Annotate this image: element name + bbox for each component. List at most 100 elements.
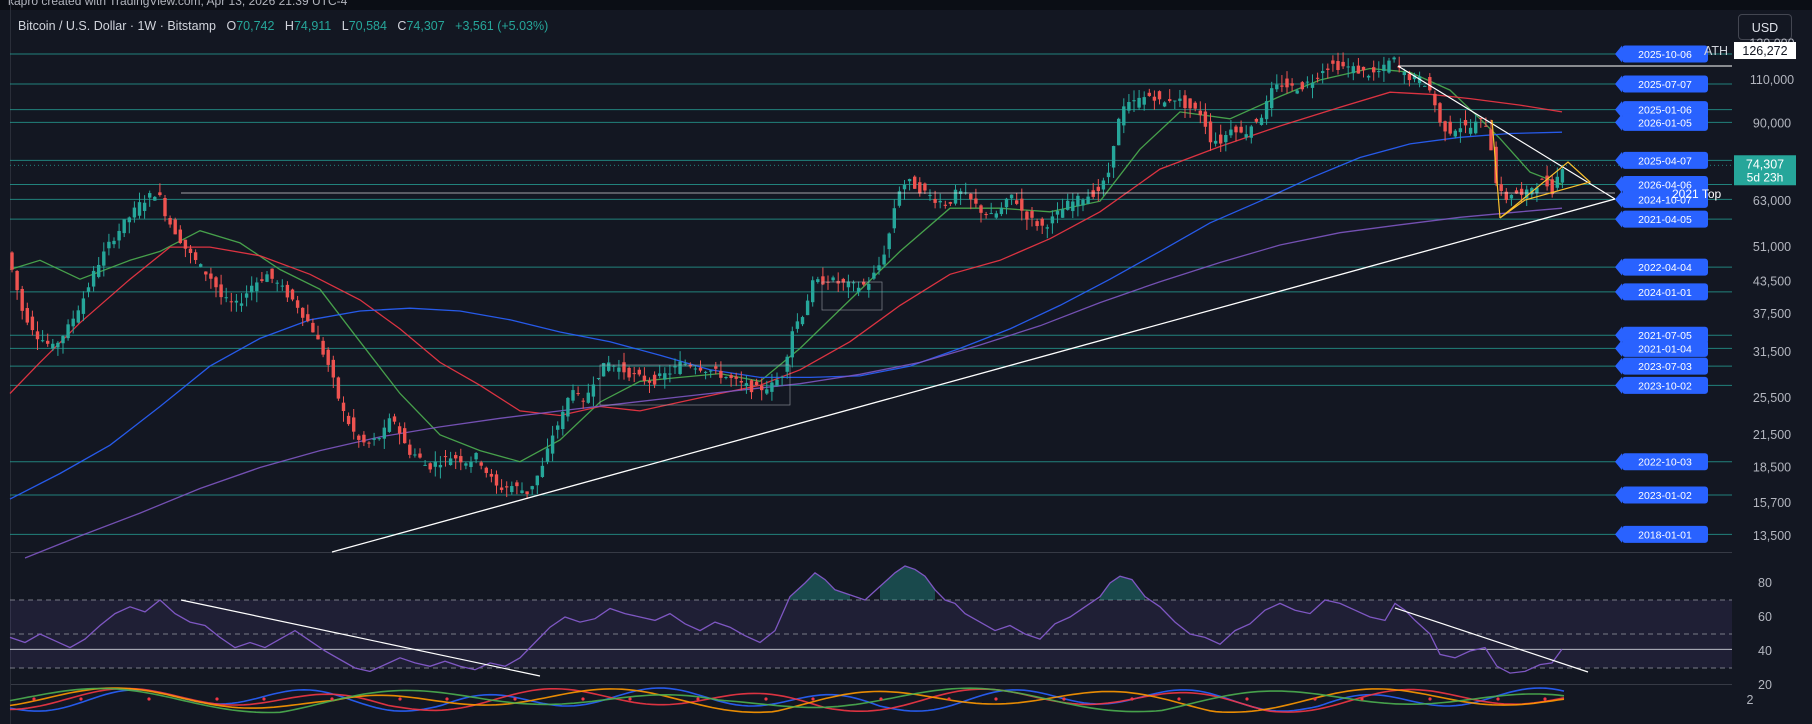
candle-body-223 xyxy=(1147,92,1151,96)
candle-body-133 xyxy=(688,364,692,367)
rsi-trendline-right[interactable] xyxy=(1394,607,1589,673)
candle-body-169 xyxy=(872,272,876,279)
symbol-title: Bitcoin / U.S. Dollar · 1W · Bitstamp xyxy=(18,19,216,33)
rsi-overbought-fill-1 xyxy=(880,566,935,600)
moving-average-3[interactable] xyxy=(24,207,1563,559)
oscillator-dot xyxy=(1360,697,1364,701)
candle-body-248 xyxy=(1275,84,1279,90)
level-date-tag-9[interactable] xyxy=(1622,283,1708,301)
candle-body-293 xyxy=(1504,191,1508,200)
candle-body-151 xyxy=(780,376,784,378)
candle-body-141 xyxy=(729,375,733,379)
level-date-tag-15[interactable] xyxy=(1622,486,1708,504)
level-date-tag-5[interactable] xyxy=(1622,176,1708,194)
level-date-tag-10[interactable] xyxy=(1622,326,1708,344)
candle-body-185 xyxy=(953,189,958,204)
rsi-tick-3: 80 xyxy=(1758,576,1772,590)
candle-body-106 xyxy=(550,435,555,454)
range-box-2023[interactable] xyxy=(599,364,791,406)
level-date-tag-6[interactable] xyxy=(1622,190,1708,208)
level-date-label-14: 2022-10-03 xyxy=(1638,457,1692,469)
candle-body-87 xyxy=(454,455,458,459)
candle-body-35 xyxy=(188,248,193,254)
candle-body-260 xyxy=(1336,61,1340,71)
price-tick-3: 21,500 xyxy=(1753,428,1791,442)
candle-body-157 xyxy=(811,280,815,303)
level-date-tag-7[interactable] xyxy=(1622,210,1708,228)
symbol-legend: Bitcoin / U.S. Dollar · 1W · Bitstamp O7… xyxy=(18,19,548,33)
level-date-tag-13[interactable] xyxy=(1622,376,1708,394)
candle-body-193 xyxy=(994,213,998,218)
level-date-label-13: 2023-10-02 xyxy=(1638,380,1692,392)
level-date-tag-arrow-16 xyxy=(1615,525,1622,543)
price-tick-4: 25,500 xyxy=(1753,391,1791,405)
candle-body-154 xyxy=(795,321,800,329)
level-date-tag-16[interactable] xyxy=(1622,525,1708,543)
range-box-2024[interactable] xyxy=(821,281,883,311)
price-tick-8: 51,000 xyxy=(1753,240,1791,254)
level-date-label-9: 2024-01-01 xyxy=(1638,287,1692,299)
candle-body-61 xyxy=(321,340,325,355)
level-date-label-5: 2026-04-06 xyxy=(1638,180,1692,192)
oscillator-wave-1 xyxy=(9,687,1565,713)
candle-body-271 xyxy=(1392,57,1396,60)
flag-triangle[interactable] xyxy=(1499,161,1592,219)
candle-body-11 xyxy=(66,324,70,339)
candle-body-301 xyxy=(1545,175,1549,187)
candle-body-89 xyxy=(464,463,468,466)
candle-body-184 xyxy=(948,202,953,204)
level-date-tag-1[interactable] xyxy=(1622,75,1708,93)
currency-button[interactable]: USD xyxy=(1738,14,1792,40)
candle-body-263 xyxy=(1351,66,1355,74)
level-date-label-2: 2025-01-06 xyxy=(1638,105,1692,117)
candle-body-297 xyxy=(1525,189,1529,199)
high-value: 74,911 xyxy=(293,19,332,33)
candle-body-240 xyxy=(1234,126,1238,133)
candle-body-115 xyxy=(596,378,601,380)
moving-average-2[interactable] xyxy=(9,131,1563,500)
level-date-tag-arrow-13 xyxy=(1615,376,1622,394)
candle-body-244 xyxy=(1254,118,1259,122)
oscillator-dot xyxy=(513,697,517,701)
rsi-line[interactable] xyxy=(9,565,1563,674)
candle-body-85 xyxy=(443,456,448,458)
candle-body-82 xyxy=(428,463,432,470)
level-date-tag-14[interactable] xyxy=(1622,453,1708,471)
candle-body-125 xyxy=(647,380,652,383)
moving-average-0[interactable] xyxy=(9,67,1563,463)
level-date-tag-8[interactable] xyxy=(1622,258,1708,276)
candle-body-178 xyxy=(918,182,922,194)
candle-body-216 xyxy=(1111,146,1116,168)
upper-wedge-line[interactable] xyxy=(1397,65,1616,200)
candle-body-195 xyxy=(1004,198,1009,208)
oscillator-dot xyxy=(32,697,36,701)
candle-body-74 xyxy=(387,418,392,432)
candle-body-117 xyxy=(607,362,611,371)
rsi-trendline-left[interactable] xyxy=(180,599,541,677)
candle-body-284 xyxy=(1458,128,1463,133)
moving-average-1[interactable] xyxy=(9,91,1563,417)
level-date-tag-11[interactable] xyxy=(1622,339,1708,357)
level-date-tag-2[interactable] xyxy=(1622,101,1708,119)
close-key: C xyxy=(397,19,407,33)
level-date-tag-arrow-15 xyxy=(1615,486,1622,504)
candle-body-257 xyxy=(1321,71,1325,74)
candle-body-206 xyxy=(1060,209,1065,218)
level-date-tag-arrow-0 xyxy=(1615,45,1622,63)
candle-body-225 xyxy=(1157,91,1162,100)
level-date-tag-3[interactable] xyxy=(1622,113,1708,131)
level-date-tag-arrow-8 xyxy=(1615,258,1622,276)
candle-body-173 xyxy=(892,208,896,229)
level-date-tag-12[interactable] xyxy=(1622,357,1708,375)
candle-body-77 xyxy=(403,428,407,444)
long-trendline[interactable] xyxy=(331,198,1616,553)
flag-pole[interactable] xyxy=(1491,119,1501,219)
level-date-tag-0[interactable] xyxy=(1622,45,1708,63)
candle-body-56 xyxy=(295,300,300,308)
candle-body-54 xyxy=(285,284,290,298)
candle-body-189 xyxy=(974,198,978,204)
candle-body-102 xyxy=(530,486,534,490)
level-date-tag-4[interactable] xyxy=(1622,151,1708,169)
candle-body-19 xyxy=(107,241,111,249)
